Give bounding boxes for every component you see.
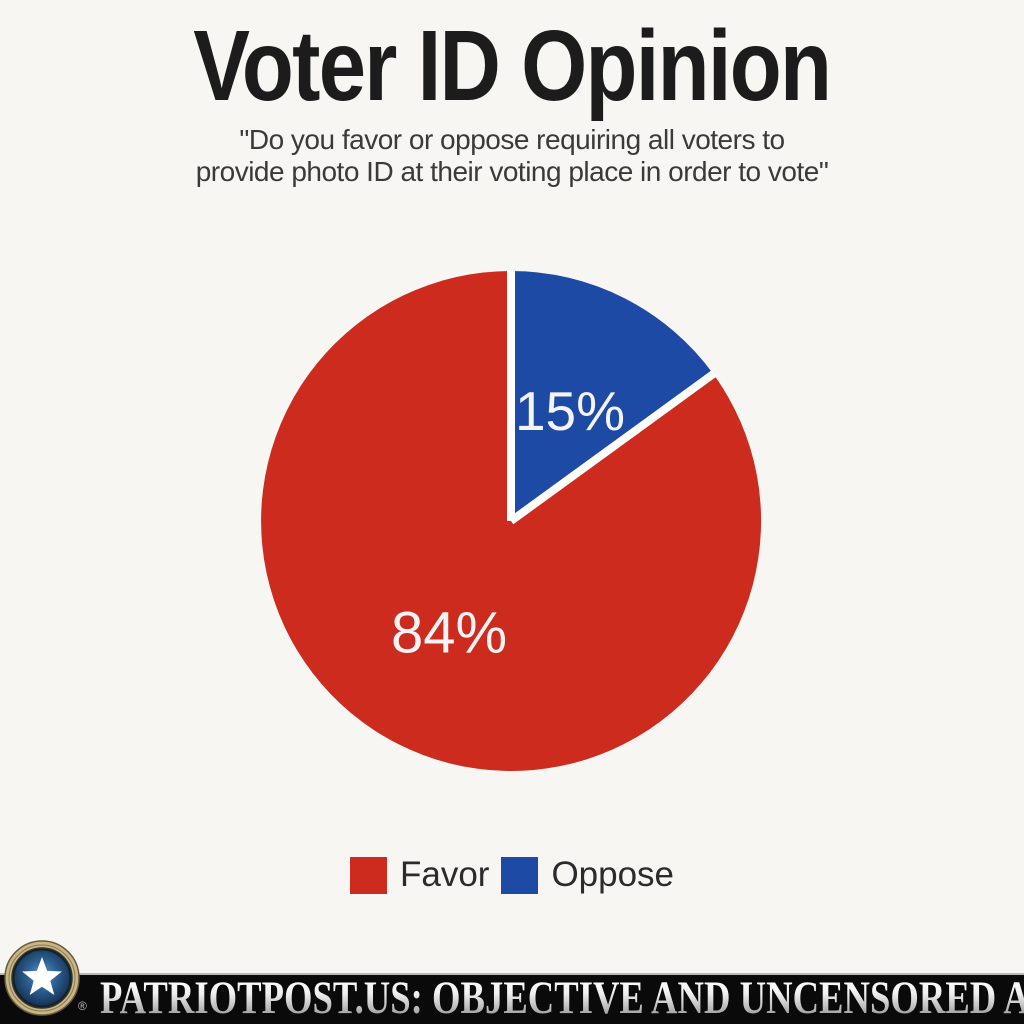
seal-star-icon bbox=[22, 957, 62, 995]
footer-tagline: PATRIOTPOST.US: OBJECTIVE AND UNCENSORED… bbox=[100, 973, 1024, 1024]
survey-question-line2: provide photo ID at their voting place i… bbox=[195, 156, 829, 188]
registered-trademark: ® bbox=[78, 999, 87, 1013]
pie-chart: 15% 84% bbox=[261, 270, 762, 771]
legend-item-oppose: Oppose bbox=[501, 855, 674, 895]
slice-divider-diagonal bbox=[508, 370, 717, 525]
pie-slice-oppose bbox=[511, 271, 714, 521]
pie-label-favor: 84% bbox=[391, 601, 507, 666]
footer-banner bbox=[0, 973, 1024, 1024]
legend-label-favor: Favor bbox=[399, 855, 490, 894]
page-title: Voter ID Opinion bbox=[193, 10, 832, 122]
patriot-post-seal-logo bbox=[4, 940, 80, 1016]
legend-item-favor: Favor bbox=[349, 855, 490, 895]
legend-swatch-oppose bbox=[501, 856, 539, 894]
legend-swatch-favor bbox=[349, 856, 387, 894]
pie-label-oppose: 15% bbox=[515, 380, 625, 442]
legend-label-oppose: Oppose bbox=[551, 855, 675, 894]
survey-question: "Do you favor or oppose requiring all vo… bbox=[82, 124, 942, 189]
header: Voter ID Opinion "Do you favor or oppose… bbox=[0, 0, 1024, 189]
seal-ring-line bbox=[8, 944, 76, 1012]
chart-legend: Favor Oppose bbox=[0, 855, 1024, 895]
survey-question-line1: "Do you favor or oppose requiring all vo… bbox=[239, 124, 785, 155]
